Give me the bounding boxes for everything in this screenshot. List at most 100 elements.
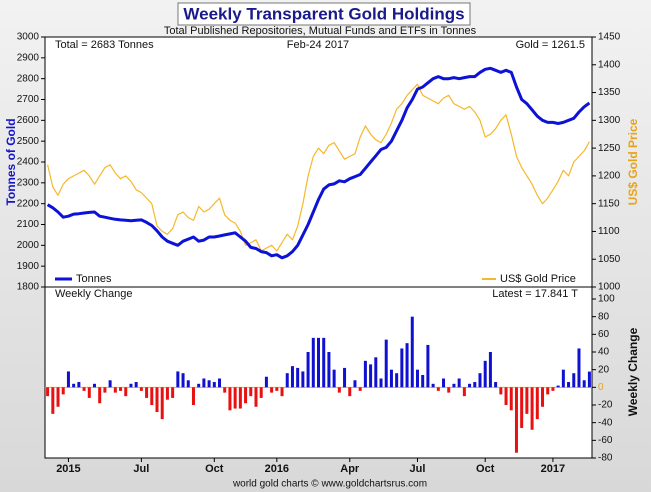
bar [171,387,175,398]
y-tick-label: 2100 [17,219,40,230]
bar [212,382,216,388]
bar [327,352,331,388]
y-tick-label: 2600 [17,115,40,126]
bar [233,387,237,409]
bar [254,387,258,407]
y-tick-label: 2700 [17,94,40,105]
title-box [177,2,471,26]
bar [530,387,534,430]
y-tick-label: -20 [598,400,613,411]
bar [61,387,65,395]
bar [462,387,466,397]
bar [348,387,352,397]
annotation: Total = 2683 Tonnes [55,39,154,51]
subtitle: Total Published Repositories, Mutual Fun… [164,25,477,37]
bar [468,383,472,388]
line-series [46,66,591,260]
bar [124,387,128,397]
bar [374,357,378,388]
bar [447,387,451,393]
x-tick-label: Oct [476,463,495,475]
x-tick-label: 2017 [541,463,565,475]
y-tick-label: 0 [598,382,604,393]
bar [77,382,81,388]
bar [264,376,268,388]
panel-title: Weekly Change [55,288,132,300]
y2-tick-label: 1300 [598,115,621,126]
bar [415,369,419,388]
bar [322,337,326,388]
y-tick-label: 2400 [17,157,40,168]
bar [337,387,341,393]
bar [546,387,550,395]
bar [87,387,91,398]
bar [285,373,289,388]
bar [223,387,227,393]
bar [306,352,310,388]
bar [400,348,404,388]
bar [134,382,138,388]
bar [457,378,461,388]
bar [82,387,86,391]
bar [395,373,399,388]
bar [197,383,201,388]
bar [296,367,300,388]
bar [139,387,143,391]
bar [244,387,248,404]
bar [56,387,60,407]
y2-tick-label: 1350 [598,87,621,98]
y2-tick-label: 1250 [598,143,621,154]
bar [228,387,232,411]
bar [103,387,107,393]
bar [567,382,571,388]
y-tick-label: 100 [598,294,615,305]
y2-tick-label: 1450 [598,32,621,43]
bar [343,367,347,388]
y-tick-label: 2900 [17,52,40,63]
bar [238,387,242,409]
y-tick-label: 2800 [17,73,40,84]
bar [66,371,70,388]
y-tick-label: 20 [598,364,610,375]
bar [473,382,477,388]
bar [317,337,320,388]
legend-label: US$ Gold Price [500,273,576,285]
bar [160,387,164,420]
legend-label: Tonnes [76,273,112,285]
bar [369,364,373,388]
y-axis-title: Tonnes of Gold [4,118,18,205]
bar [290,366,294,388]
y2-tick-label: 1050 [598,254,621,265]
bar [520,387,524,428]
bar [46,387,50,397]
x-tick-label: Apr [340,463,360,475]
bar [478,373,482,388]
y2-tick-label: 1000 [598,282,621,293]
bar [113,387,117,393]
bar [332,369,336,388]
bar [494,382,498,388]
bar [504,387,508,405]
y2-tick-label: 1200 [598,171,621,182]
footer: world gold charts © www.goldchartsrus.co… [232,479,427,490]
bar [556,385,560,388]
bar [541,387,545,407]
bar [98,387,102,404]
bar [577,348,581,388]
y2-axis-title: US$ Gold Price [626,118,640,205]
bar [259,387,263,398]
bar [551,387,555,391]
bar [176,371,180,388]
bar [358,387,362,391]
x-tick-label: 2016 [265,463,289,475]
bar [275,387,279,391]
bar [150,387,154,405]
y-tick-label: 1800 [17,282,40,293]
bar [426,344,430,388]
y-tick-label: 80 [598,311,610,322]
bar [405,343,409,388]
bar [353,380,357,388]
bar [436,387,440,391]
bar [51,387,55,414]
x-tick-label: 2015 [56,463,80,475]
